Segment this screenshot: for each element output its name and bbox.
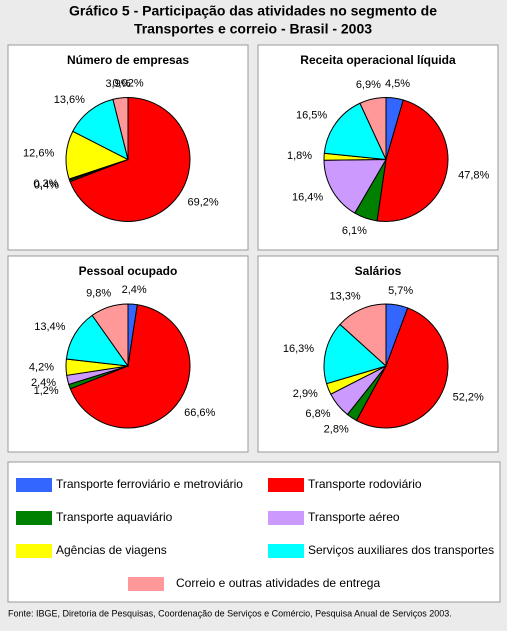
data-label: 13,4% [34,321,65,333]
data-label: 13,3% [330,290,361,302]
legend-label: Transporte aquaviário [56,510,173,524]
legend-swatch [16,544,52,558]
pie-title: Número de empresas [67,53,189,67]
chart-title: Gráfico 5 - Participação das atividades … [69,3,437,19]
data-label: 1,8% [287,150,312,162]
legend-swatch [268,511,304,525]
data-label: 69,2% [187,197,218,209]
legend-label: Agências de viagens [56,543,167,557]
data-label: 16,3% [283,343,314,355]
data-label: 2,9% [293,388,318,400]
legend-swatch [16,478,52,492]
data-label: 2,8% [324,423,349,435]
pie-title: Receita operacional líquida [300,53,456,67]
legend-label: Serviços auxiliares dos transportes [308,543,494,557]
data-label: 6,8% [305,408,330,420]
legend-label: Correio e outras atividades de entrega [176,576,380,590]
legend-label: Transporte aéreo [308,510,400,524]
data-label: 2,4% [31,377,56,389]
data-label: 4,2% [29,361,54,373]
data-label: 4,5% [385,78,410,90]
data-label: 2,4% [122,284,147,296]
data-label: 3,9% [105,78,130,90]
data-label: 12,6% [23,148,54,160]
data-label: 52,2% [453,391,484,403]
legend-label: Transporte rodoviário [308,477,422,491]
data-label: 47,8% [458,170,489,182]
pie-title: Pessoal ocupado [79,264,178,278]
data-label: 16,4% [292,192,323,204]
data-label: 0,3% [33,178,58,190]
legend-swatch [16,511,52,525]
data-label: 9,8% [86,287,111,299]
chart-subtitle: Transportes e correio - Brasil - 2003 [134,21,372,37]
legend-label: Transporte ferroviário e metroviário [56,477,243,491]
data-label: 66,6% [184,407,215,419]
data-label: 6,1% [342,225,367,237]
source-note: Fonte: IBGE, Diretoria de Pesquisas, Coo… [8,608,452,618]
legend-swatch [268,478,304,492]
legend-swatch [268,544,304,558]
data-label: 16,5% [296,109,327,121]
data-label: 5,7% [388,285,413,297]
legend-swatch [128,577,164,591]
data-label: 6,9% [356,79,381,91]
data-label: 13,6% [54,94,85,106]
pie-title: Salários [355,264,402,278]
